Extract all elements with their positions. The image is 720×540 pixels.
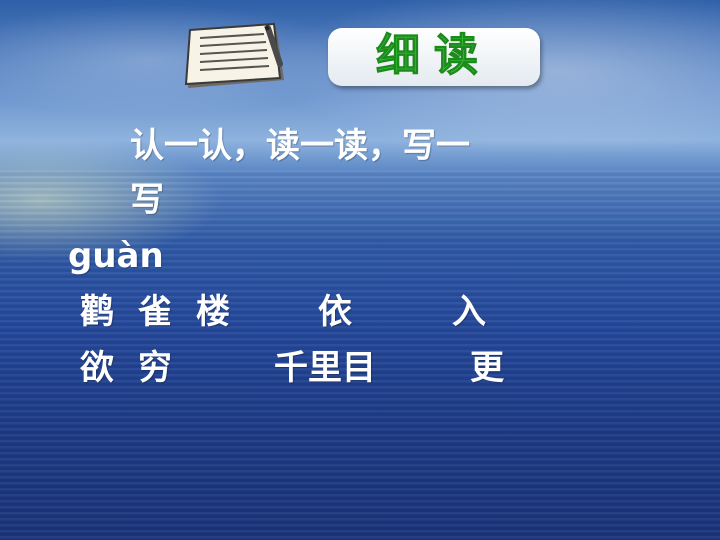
- slide-title: 细读: [376, 30, 492, 82]
- word-row1-item: 楼: [196, 292, 230, 332]
- ocean-background: [0, 170, 720, 540]
- title-badge: [328, 28, 540, 86]
- word-row1-item: 入: [452, 292, 486, 332]
- word-row2-item: 更: [470, 348, 504, 388]
- word-row1-item: 依: [318, 292, 352, 332]
- instruction-line-2: 写: [130, 180, 164, 220]
- word-row2-item: 千里目: [274, 348, 376, 388]
- word-row2-item: 欲: [80, 348, 114, 388]
- instruction-line-1: 认一认，读一读，写一: [130, 126, 470, 166]
- word-row2-item: 穷: [138, 348, 172, 388]
- word-row1-item: 鹳: [80, 292, 114, 332]
- notebook-icon: [184, 22, 284, 88]
- pinyin-guan: guàn: [68, 236, 164, 276]
- word-row1-item: 雀: [138, 292, 172, 332]
